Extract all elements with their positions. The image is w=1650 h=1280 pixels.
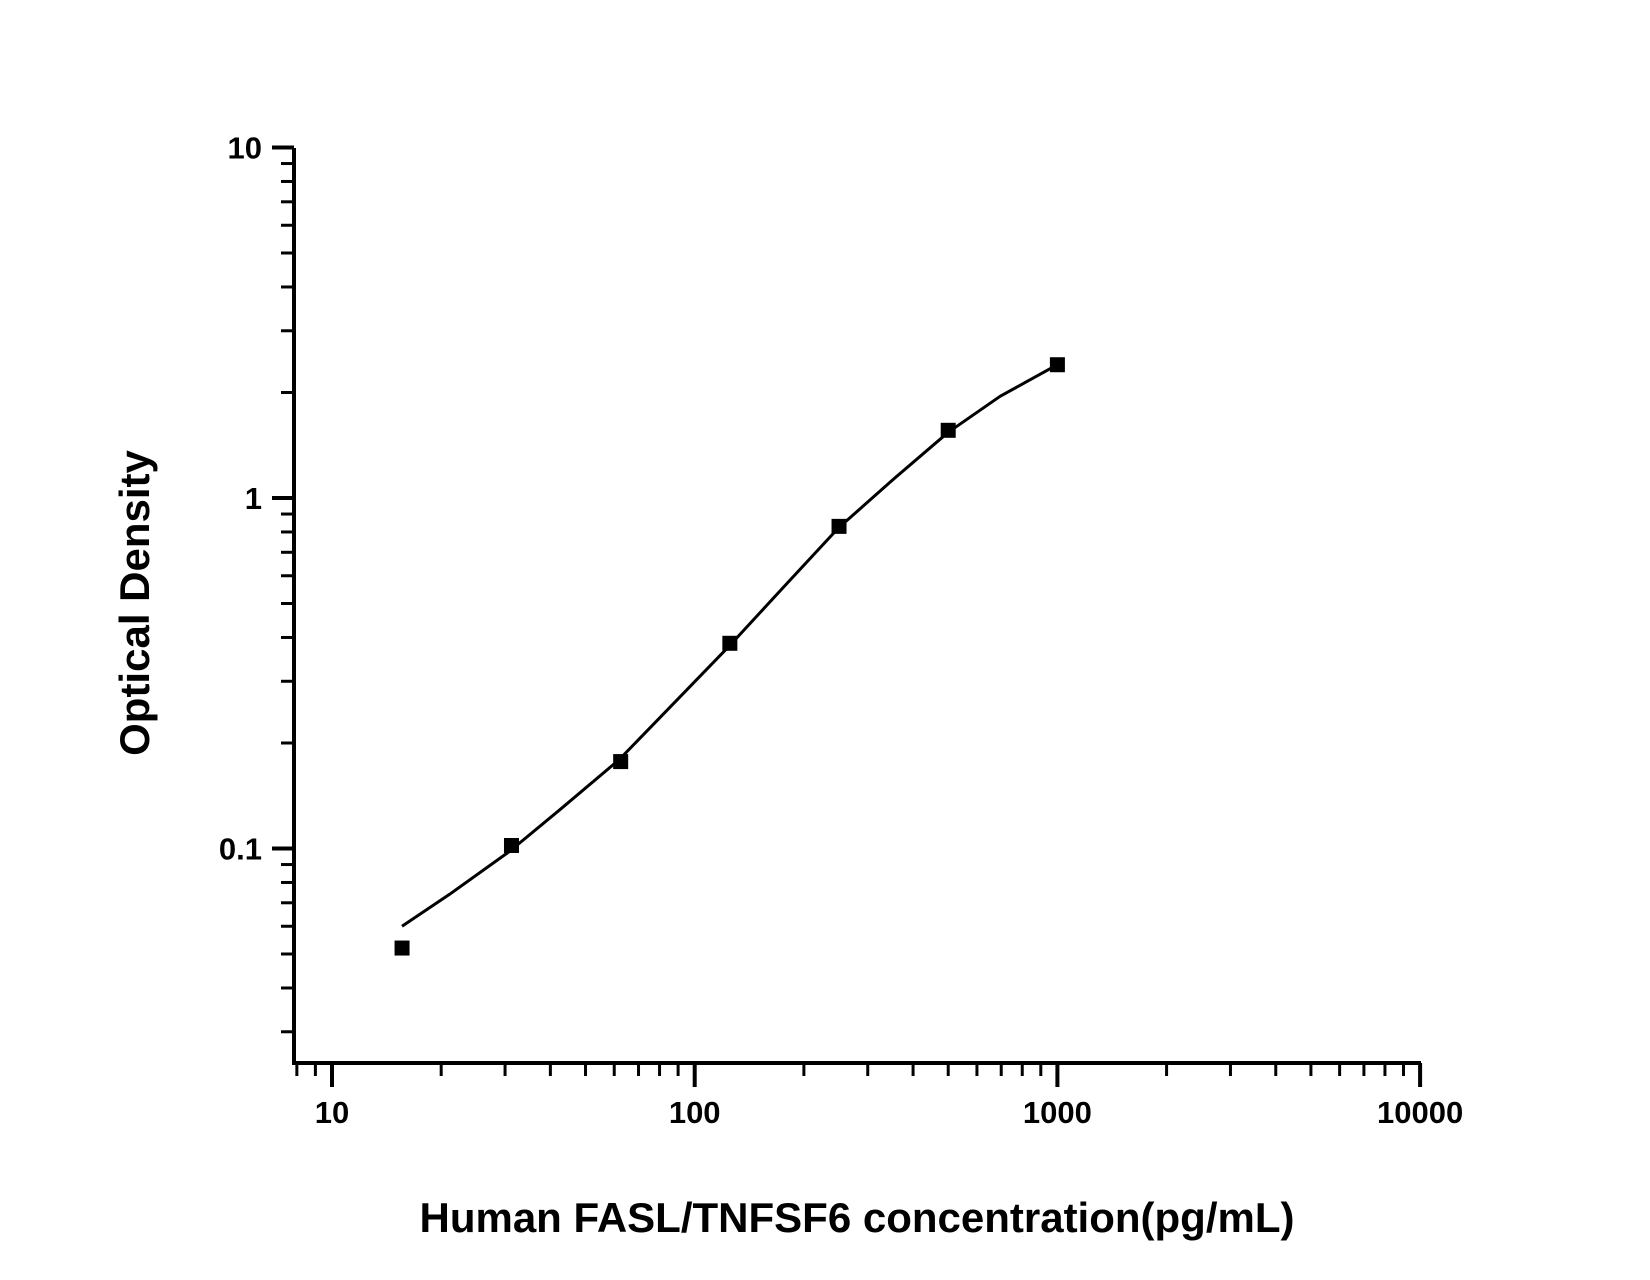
axis-ticks-group bbox=[272, 145, 1423, 1087]
data-point-marker bbox=[394, 940, 410, 956]
data-point-marker bbox=[503, 837, 519, 853]
data-point-marker bbox=[831, 518, 847, 534]
x-tick-label: 100 bbox=[669, 1095, 721, 1130]
y-tick-label: 10 bbox=[228, 131, 262, 166]
x-axis-title: Human FASL/TNFSF6 concentration(pg/mL) bbox=[419, 1194, 1294, 1241]
data-point-marker bbox=[940, 422, 956, 438]
y-tick-label: 0.1 bbox=[219, 832, 262, 867]
data-point-marker bbox=[722, 635, 738, 651]
tick-labels-group: 10 100 1000 10000 0.1 1 10 bbox=[219, 131, 1463, 1131]
data-points-group bbox=[394, 357, 1065, 956]
x-tick-label: 10000 bbox=[1377, 1095, 1463, 1130]
x-tick-label: 1000 bbox=[1023, 1095, 1092, 1130]
y-tick-label: 1 bbox=[245, 481, 262, 516]
x-tick-label: 10 bbox=[315, 1095, 349, 1130]
data-point-marker bbox=[613, 754, 629, 770]
y-axis-title: Optical Density bbox=[111, 449, 158, 755]
data-point-marker bbox=[1049, 357, 1065, 373]
